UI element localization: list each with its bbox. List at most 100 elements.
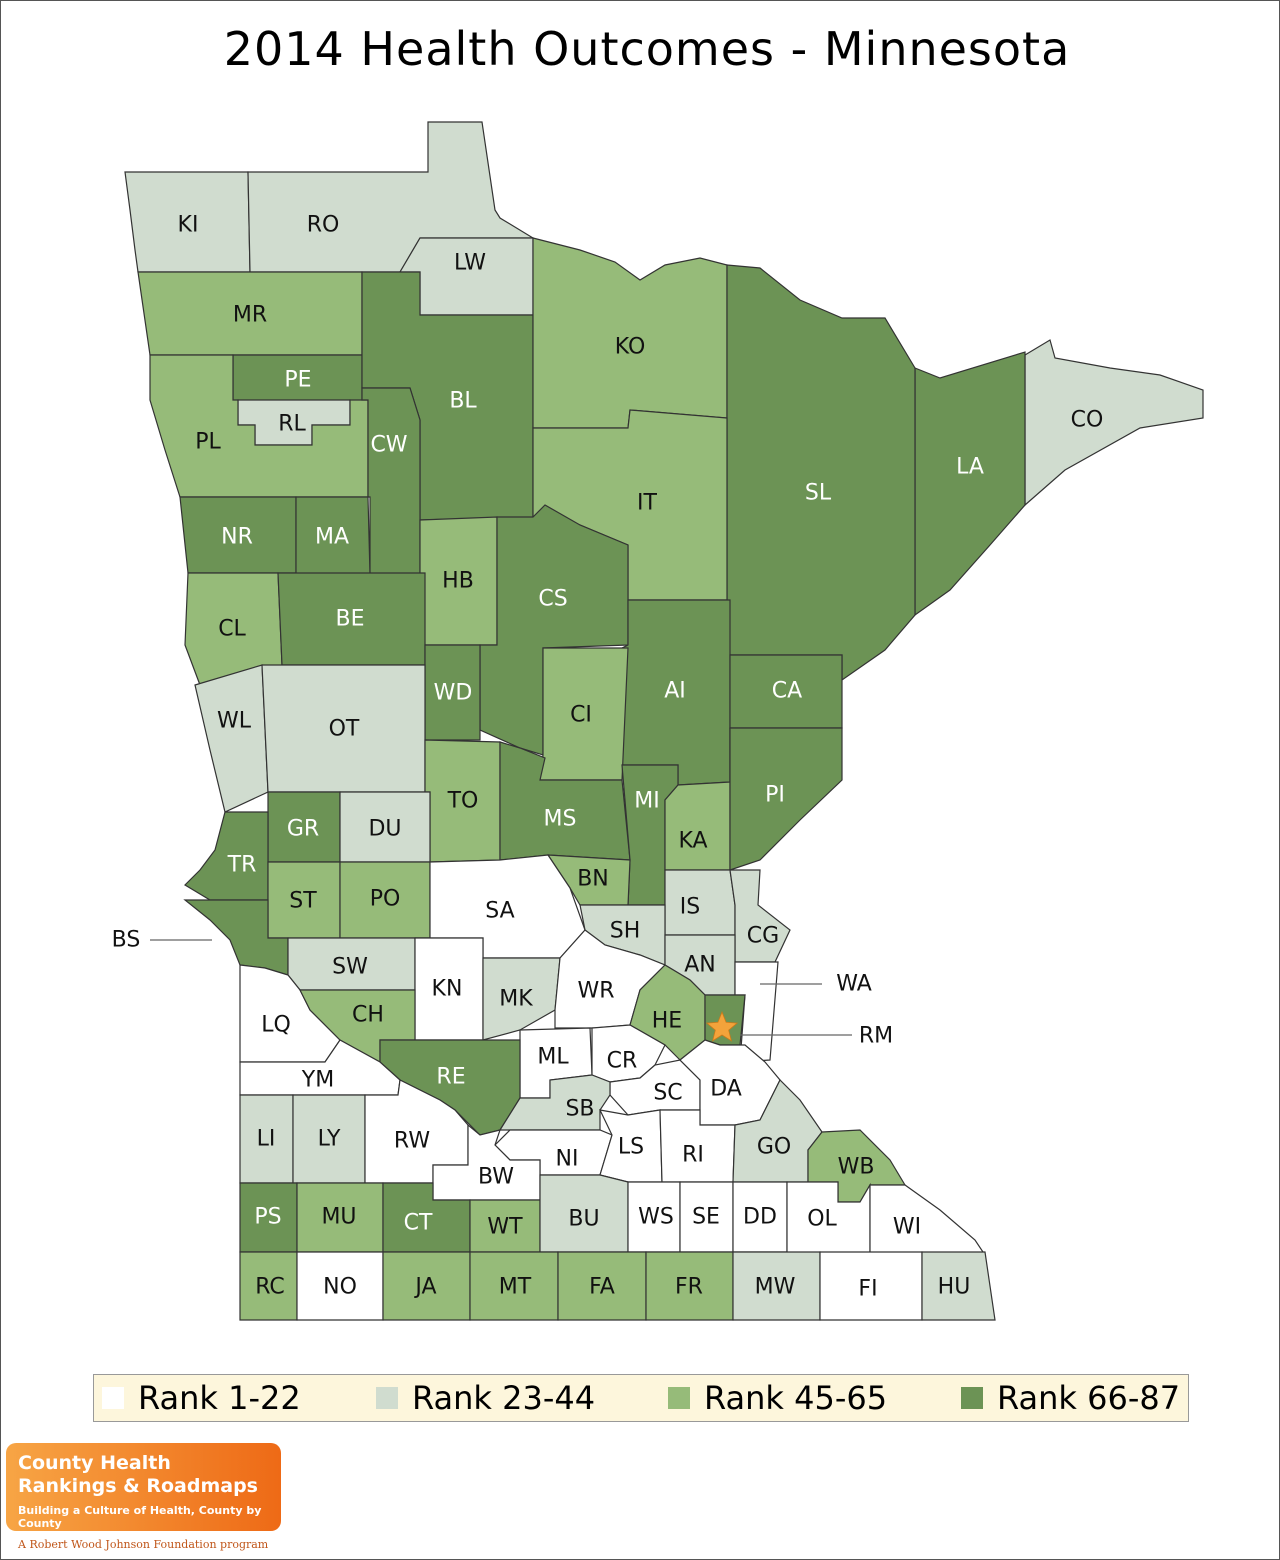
county-label-ot: OT: [329, 717, 360, 742]
county-label-it: IT: [637, 491, 657, 516]
county-label-wl: WL: [217, 709, 252, 734]
county-ko[interactable]: [532, 237, 728, 429]
county-label-po: PO: [370, 887, 401, 912]
county-label-da: DA: [710, 1077, 742, 1102]
county-label-rc: RC: [255, 1275, 285, 1300]
county-pi[interactable]: [729, 727, 843, 871]
legend-swatch: [102, 1387, 124, 1409]
county-label-sc: SC: [653, 1081, 682, 1106]
county-sb[interactable]: [498, 1074, 611, 1131]
county-label-ps: PS: [254, 1205, 281, 1230]
legend-item-rank-45-65: Rank 45-65: [668, 1375, 887, 1421]
county-label-bu: BU: [568, 1207, 599, 1232]
county-label-nr: NR: [221, 525, 253, 550]
county-label-rm: RM: [859, 1024, 893, 1049]
chr-logo: County Health Rankings & Roadmaps Buildi…: [6, 1443, 281, 1531]
county-label-sl: SL: [805, 481, 832, 506]
county-label-ni: NI: [556, 1147, 579, 1172]
county-label-se: SE: [692, 1205, 720, 1230]
county-label-fr: FR: [675, 1275, 703, 1300]
county-label-ol: OL: [807, 1207, 837, 1232]
county-label-gr: GR: [287, 817, 319, 842]
county-cw[interactable]: [361, 387, 421, 576]
county-wi[interactable]: [869, 1184, 987, 1259]
county-wl[interactable]: [194, 664, 269, 813]
county-label-ms: MS: [544, 807, 577, 832]
county-label-fa: FA: [589, 1275, 615, 1300]
county-label-mu: MU: [321, 1205, 356, 1230]
county-la[interactable]: [914, 351, 1026, 617]
county-label-mk: MK: [499, 987, 533, 1012]
county-label-hu: HU: [938, 1275, 971, 1300]
county-label-st: ST: [289, 889, 317, 914]
county-co[interactable]: [1024, 339, 1204, 507]
county-label-sb: SB: [565, 1097, 594, 1122]
county-label-wb: WB: [838, 1155, 875, 1180]
legend-label: Rank 66-87: [997, 1379, 1181, 1417]
county-label-bs: BS: [112, 928, 141, 953]
legend: Rank 1-22 Rank 23-44 Rank 45-65 Rank 66-…: [93, 1374, 1189, 1422]
county-hu[interactable]: [921, 1251, 996, 1321]
county-label-li: LI: [257, 1127, 276, 1152]
county-label-mr: MR: [233, 303, 267, 328]
county-label-wt: WT: [487, 1215, 523, 1240]
legend-item-rank-23-44: Rank 23-44: [376, 1375, 595, 1421]
county-label-wi: WI: [893, 1215, 921, 1240]
county-pl[interactable]: [149, 354, 369, 498]
county-label-ri: RI: [682, 1143, 704, 1168]
county-label-fi: FI: [858, 1277, 877, 1302]
county-label-ls: LS: [618, 1135, 644, 1160]
county-label-cs: CS: [538, 587, 567, 612]
county-tr[interactable]: [184, 811, 269, 901]
county-sl[interactable]: [726, 264, 916, 682]
county-label-ly: LY: [318, 1127, 341, 1152]
county-label-ym: YM: [301, 1068, 334, 1093]
county-label-lw: LW: [454, 251, 486, 276]
county-label-re: RE: [436, 1065, 465, 1090]
county-label-an: AN: [684, 953, 716, 978]
county-label-ca: CA: [772, 679, 802, 704]
capital-star-icon: [705, 1010, 739, 1042]
county-label-ci: CI: [570, 703, 592, 728]
county-label-ml: ML: [537, 1045, 569, 1070]
map-title: 2014 Health Outcomes - Minnesota: [223, 22, 1071, 76]
logo-line-1: County Health: [18, 1452, 171, 1474]
county-label-ko: KO: [615, 335, 646, 360]
county-label-is: IS: [680, 895, 700, 920]
county-label-wd: WD: [434, 681, 473, 706]
county-label-ro: RO: [307, 213, 340, 238]
county-label-sw: SW: [332, 955, 368, 980]
logo-footer: A Robert Wood Johnson Foundation program: [18, 1538, 269, 1551]
county-label-rw: RW: [394, 1129, 430, 1154]
county-label-ja: JA: [413, 1275, 436, 1300]
county-label-bn: BN: [577, 867, 609, 892]
minnesota-map: KI RO LW MR PE RL PL BL CW KO CO LA SL IT NR MA HB CS CL BE…: [112, 121, 1204, 1321]
county-label-wa: WA: [836, 972, 872, 997]
county-label-kn: KN: [432, 977, 463, 1002]
legend-label: Rank 45-65: [704, 1379, 888, 1417]
county-label-cr: CR: [607, 1049, 638, 1074]
legend-swatch: [376, 1387, 398, 1409]
county-label-dd: DD: [743, 1205, 777, 1230]
county-label-sh: SH: [610, 919, 641, 944]
county-label-rl: RL: [278, 412, 306, 437]
county-cg[interactable]: [729, 869, 791, 963]
county-label-cw: CW: [370, 433, 407, 458]
county-mk[interactable]: [482, 957, 561, 1041]
county-label-ki: KI: [178, 213, 199, 238]
county-label-co: CO: [1071, 408, 1104, 433]
county-label-go: GO: [757, 1135, 791, 1160]
county-label-mi: MI: [634, 789, 659, 814]
county-label-ai: AI: [664, 679, 686, 704]
county-label-la: LA: [956, 455, 984, 480]
county-label-hb: HB: [442, 569, 474, 594]
legend-item-rank-66-87: Rank 66-87: [961, 1375, 1180, 1421]
county-label-lq: LQ: [261, 1013, 291, 1038]
county-label-bw: BW: [478, 1165, 514, 1190]
county-label-pe: PE: [284, 368, 311, 393]
county-label-pi: PI: [765, 783, 785, 808]
county-label-mt: MT: [499, 1275, 532, 1300]
legend-swatch: [668, 1387, 690, 1409]
county-label-ka: KA: [678, 829, 707, 854]
county-label-no: NO: [323, 1275, 357, 1300]
